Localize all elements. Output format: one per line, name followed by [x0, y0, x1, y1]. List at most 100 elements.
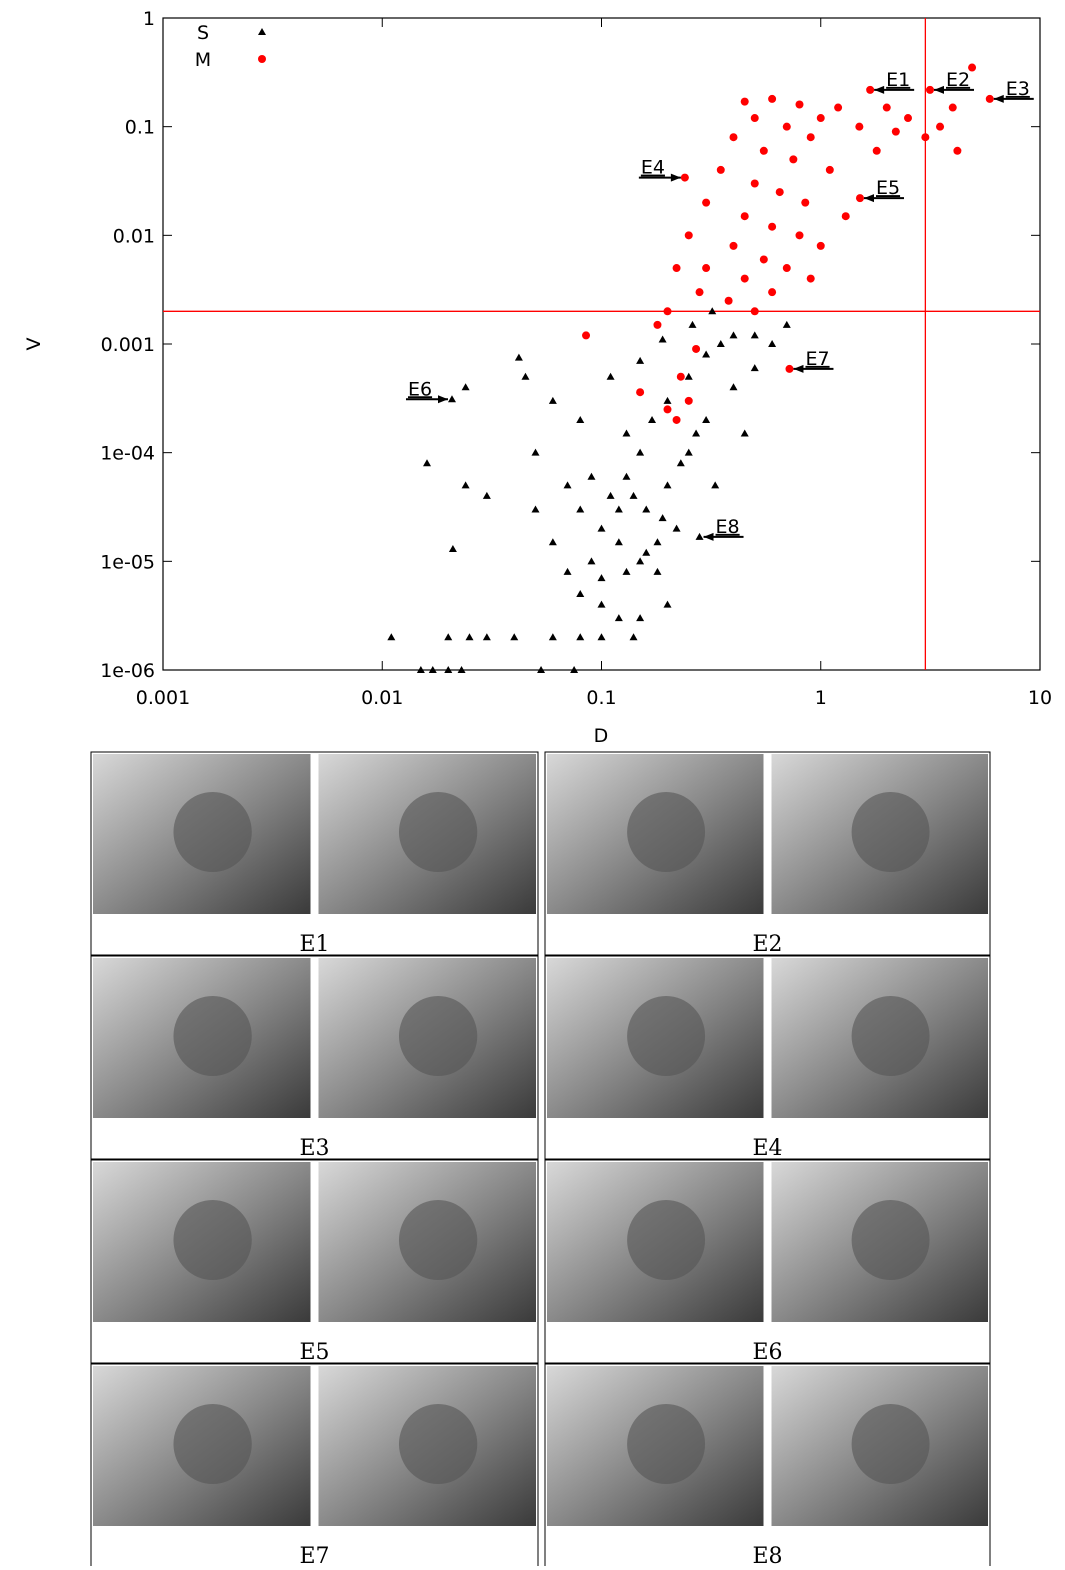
panel-caption: E7 [299, 1544, 329, 1566]
y-axis-label: V [23, 338, 45, 351]
point [663, 481, 672, 489]
annotation-label: E4 [641, 157, 665, 179]
photo-figure [851, 1200, 930, 1280]
point [680, 173, 689, 182]
point [806, 133, 815, 142]
point [482, 633, 491, 641]
photo-figure [627, 1404, 706, 1484]
point [587, 557, 596, 565]
point [789, 155, 798, 164]
photo-figure [398, 792, 478, 872]
point [576, 415, 585, 423]
point [684, 372, 693, 380]
point [570, 666, 579, 673]
x-tick-label: 10 [1028, 687, 1052, 709]
point [768, 94, 777, 103]
point [702, 350, 711, 358]
point [658, 335, 667, 343]
point [563, 481, 572, 489]
y-tick-label: 0.001 [101, 334, 155, 356]
point [716, 340, 725, 347]
point [642, 505, 651, 513]
point [461, 383, 470, 391]
annotation-label: E1 [886, 69, 910, 91]
annotation-label: E3 [1006, 78, 1030, 100]
point [663, 405, 672, 414]
point [597, 574, 606, 582]
point [444, 633, 453, 641]
annotation-label: E5 [876, 177, 900, 199]
legend-marker [258, 55, 266, 63]
point [636, 356, 645, 364]
point [695, 288, 704, 297]
point [428, 666, 437, 673]
photo-figure [627, 996, 706, 1076]
point [514, 353, 523, 361]
point [548, 538, 557, 546]
photo-figure [173, 996, 252, 1076]
point [521, 372, 530, 380]
point [711, 481, 720, 489]
panel-caption: E1 [299, 932, 329, 957]
point [716, 165, 725, 174]
arrow-head [934, 85, 945, 94]
point [768, 288, 777, 297]
point [653, 567, 662, 575]
legend-label: S [197, 22, 209, 44]
point [695, 532, 704, 540]
point [785, 364, 794, 373]
point [750, 364, 759, 372]
y-tick-label: 1 [143, 8, 155, 30]
point [750, 331, 759, 339]
point [447, 395, 456, 403]
point [663, 600, 672, 608]
panel-caption: E2 [752, 932, 782, 957]
point [614, 614, 623, 622]
point [629, 491, 638, 499]
point [801, 198, 810, 207]
photo-figure [627, 1200, 706, 1280]
point [642, 548, 651, 556]
annotation-label: E7 [805, 348, 829, 370]
x-tick-label: 0.01 [361, 687, 403, 709]
point [423, 459, 432, 467]
point [921, 133, 930, 142]
arrow-head [703, 532, 714, 541]
point [663, 396, 672, 404]
point [795, 100, 804, 109]
point [587, 472, 596, 480]
point [614, 538, 623, 546]
point [740, 212, 749, 221]
point [768, 340, 777, 347]
point [444, 666, 453, 673]
point [457, 666, 466, 673]
point [576, 633, 585, 641]
point [622, 429, 631, 437]
point [759, 146, 768, 155]
point [672, 524, 681, 532]
panel-caption: E6 [752, 1340, 782, 1365]
point [866, 85, 875, 94]
point [816, 241, 825, 250]
point [482, 491, 491, 499]
point [740, 274, 749, 283]
point [688, 320, 697, 328]
point [636, 614, 645, 622]
point [614, 505, 623, 513]
point [597, 633, 606, 641]
arrow-head [874, 85, 885, 94]
point [782, 320, 791, 328]
point [953, 146, 962, 155]
y-tick-label: 0.01 [113, 225, 155, 247]
x-tick-label: 0.1 [586, 687, 616, 709]
annotation-label: E8 [716, 516, 740, 538]
photo-figure [627, 792, 706, 872]
arrow-head [670, 173, 681, 182]
point [729, 383, 738, 391]
legend-marker [258, 28, 266, 35]
point [768, 222, 777, 231]
point [702, 198, 711, 207]
point [387, 633, 396, 641]
